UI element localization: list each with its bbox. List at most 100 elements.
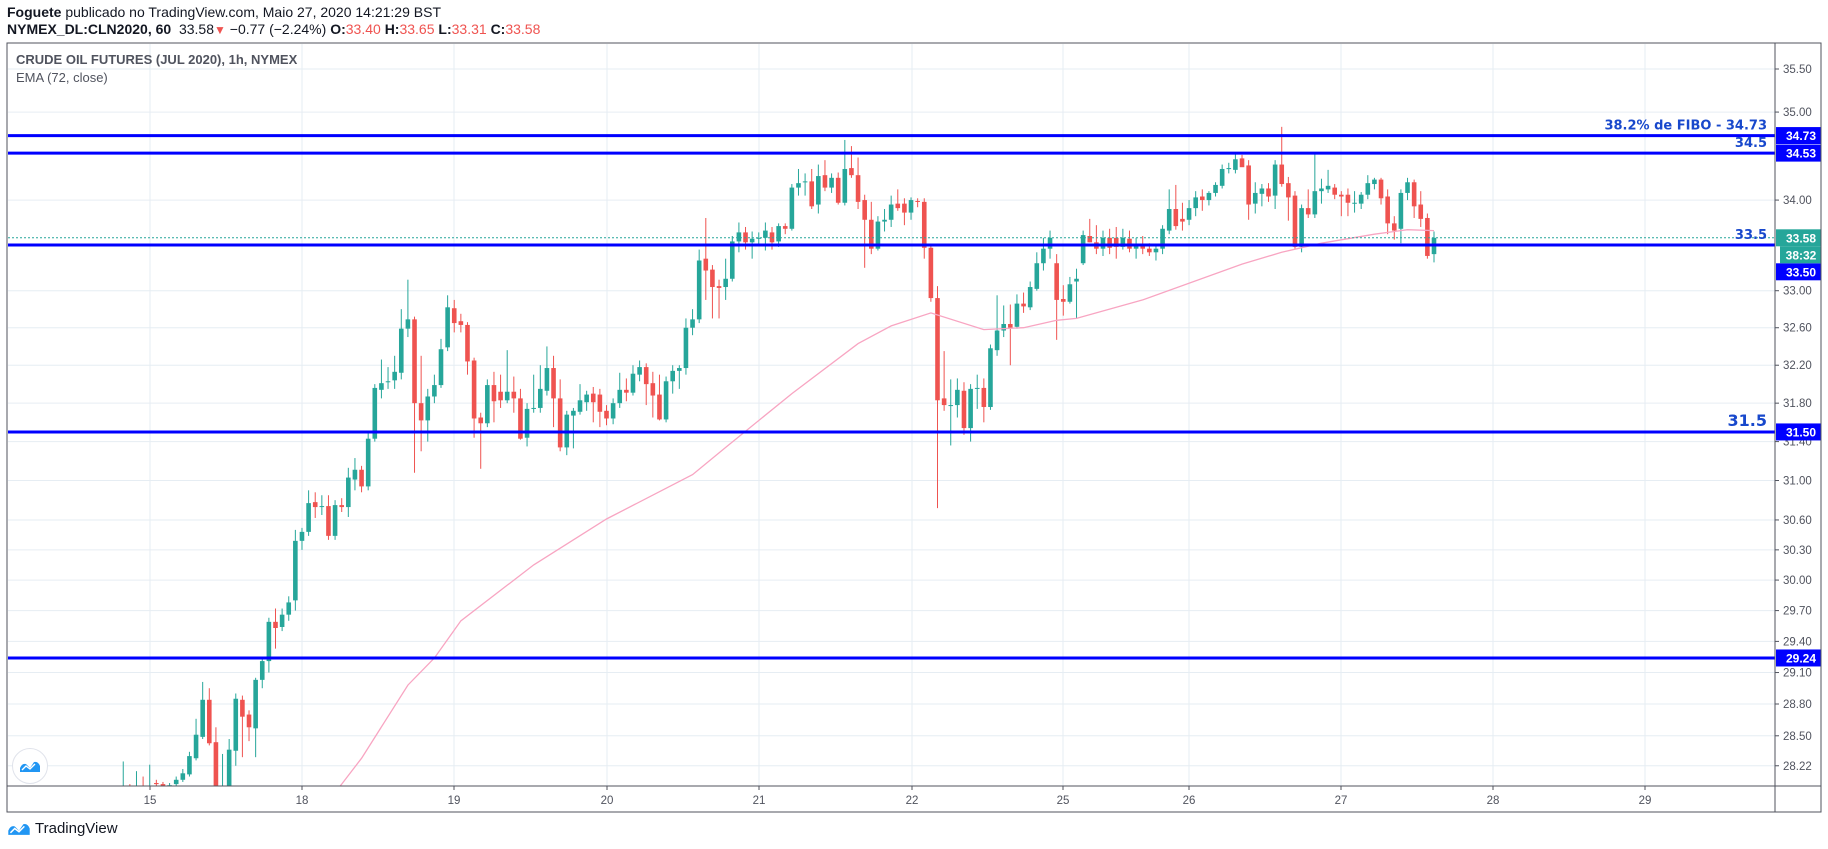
- candle: [1173, 184, 1179, 230]
- candle: [149, 764, 151, 786]
- candle: [1325, 169, 1331, 193]
- candle: [1153, 244, 1159, 261]
- candle: [1286, 176, 1291, 221]
- series-title[interactable]: CRUDE OIL FUTURES (JUL 2020), 1h, NYMEX: [16, 52, 298, 67]
- candle: [445, 295, 450, 352]
- indicator-title[interactable]: EMA (72, close): [16, 70, 108, 85]
- candle: [1074, 268, 1079, 319]
- time-axis[interactable]: 15 18 19 20 21 22 25 26 27 28 29: [144, 786, 1652, 807]
- candle: [557, 379, 563, 452]
- candle: [1272, 160, 1278, 210]
- candle-body: [690, 319, 695, 328]
- candle: [842, 139, 848, 206]
- candle: [332, 500, 338, 540]
- candle-body: [286, 602, 292, 615]
- candle-body: [749, 238, 755, 243]
- candle-body: [253, 679, 258, 729]
- candle-body: [1021, 303, 1026, 307]
- candle-body: [610, 403, 616, 419]
- candle-body: [710, 269, 715, 288]
- candle-body: [849, 168, 854, 176]
- candle-body: [1352, 202, 1357, 204]
- candle-body: [875, 221, 881, 249]
- candle-body: [703, 258, 709, 271]
- candle-body: [577, 400, 583, 412]
- candle-body: [1233, 159, 1238, 170]
- price-tick-label: 32.60: [1783, 323, 1812, 335]
- time-tick-label: 25: [1057, 795, 1070, 807]
- candle-body: [1113, 237, 1119, 247]
- candle: [312, 492, 318, 518]
- candle-body: [1087, 236, 1093, 243]
- candle-body: [279, 614, 285, 627]
- candle-body: [809, 181, 815, 207]
- price-line-axis-label-box: [1776, 127, 1821, 145]
- price-tick-label: 30.30: [1783, 545, 1812, 557]
- time-tick-label: 19: [448, 795, 461, 807]
- ohlc-low-value: 33.31: [451, 21, 487, 37]
- candle: [1252, 182, 1258, 214]
- price-tick-label: 35.00: [1783, 107, 1812, 119]
- candle-body: [359, 469, 364, 487]
- time-tick-label: 26: [1183, 795, 1196, 807]
- candle-body: [1405, 182, 1410, 193]
- candle-body: [471, 360, 477, 419]
- candle-body: [1200, 196, 1205, 201]
- candle-body: [451, 308, 457, 324]
- candle: [531, 374, 536, 413]
- candle-body: [756, 237, 762, 239]
- candle-body: [551, 368, 556, 399]
- candle-body: [1372, 179, 1377, 185]
- candle: [538, 365, 543, 413]
- candle-body: [1067, 284, 1073, 302]
- candle-body: [1325, 185, 1331, 190]
- candle-body: [1299, 208, 1304, 247]
- candle: [584, 390, 589, 411]
- candle: [1160, 225, 1165, 255]
- candle-body: [1166, 209, 1172, 231]
- candle: [135, 771, 137, 786]
- ohlc-open-value: 33.40: [345, 21, 381, 37]
- candle: [213, 727, 219, 786]
- candle-body: [1107, 237, 1112, 248]
- candle: [1166, 189, 1172, 235]
- plot-area[interactable]: 38.2% de FIBO - 34.73 34.5 33.5 31.5: [8, 119, 1775, 801]
- candle-body: [306, 503, 311, 532]
- candle: [657, 374, 662, 421]
- candle: [485, 379, 490, 428]
- tradingview-badge[interactable]: [12, 748, 48, 784]
- candle: [1213, 182, 1218, 197]
- candle-body: [524, 408, 530, 438]
- candle-body: [829, 177, 834, 188]
- candle: [1021, 292, 1026, 313]
- author-name[interactable]: Foguete: [7, 4, 62, 20]
- candle-body: [677, 368, 682, 371]
- candle-body: [478, 417, 484, 424]
- candle: [637, 360, 642, 382]
- price-tick-label: 32.20: [1783, 360, 1812, 372]
- candle-body: [928, 247, 934, 299]
- candle: [915, 198, 920, 208]
- candle: [246, 710, 252, 742]
- candle: [729, 236, 735, 282]
- candle-body: [485, 385, 490, 424]
- candle: [736, 222, 742, 253]
- candle-body: [418, 403, 424, 421]
- bar-countdown-label-box: [1780, 246, 1821, 264]
- horizontal-lines[interactable]: 38.2% de FIBO - 34.73 34.5 33.5 31.5: [8, 119, 1775, 660]
- last-price-axis-label-box: [1776, 229, 1821, 247]
- candle: [511, 376, 517, 413]
- candle: [438, 338, 444, 388]
- candle: [948, 379, 954, 446]
- footer-brand[interactable]: TradingView: [7, 820, 118, 837]
- candle-body: [683, 327, 689, 369]
- candle-body: [438, 349, 444, 386]
- candle: [1186, 200, 1192, 226]
- candle: [802, 173, 808, 196]
- ohlc-high-value: 33.65: [399, 21, 435, 37]
- candle-body: [1027, 287, 1033, 308]
- price-axis[interactable]: 35.5035.0034.0033.0032.6032.2031.8031.40…: [1775, 64, 1821, 773]
- candle-body: [1160, 228, 1165, 249]
- candle: [1345, 188, 1351, 217]
